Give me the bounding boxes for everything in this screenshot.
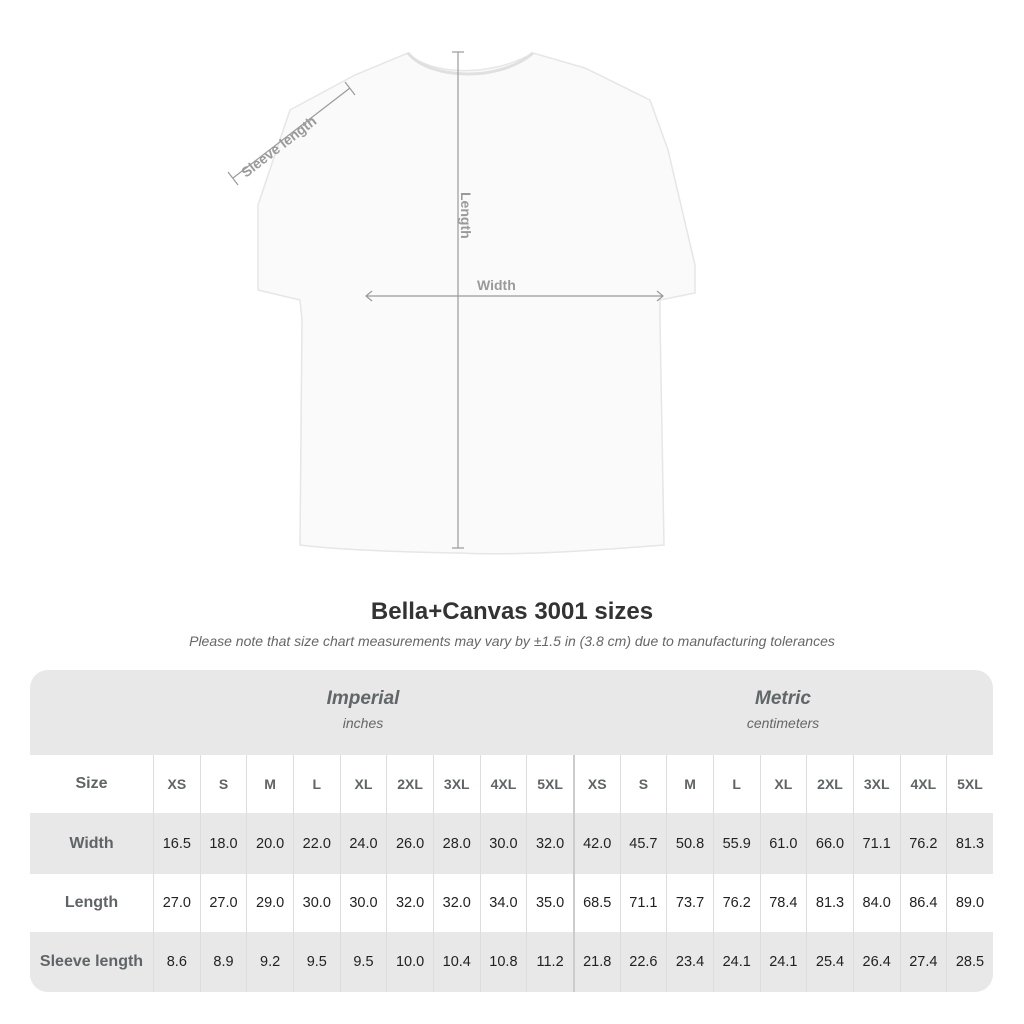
- imperial-label: Imperial: [326, 688, 400, 709]
- metric-size-3xl: 3XL: [852, 755, 900, 813]
- metric-value: 86.4: [899, 874, 947, 932]
- imperial-size-s: S: [199, 755, 247, 813]
- length-label: Length: [458, 192, 474, 239]
- imperial-value: 29.0: [246, 874, 293, 932]
- sleeve-length-line: [232, 87, 351, 179]
- metric-value: 45.7: [619, 813, 667, 874]
- imperial-unit: inches: [342, 715, 384, 731]
- collar: [406, 51, 534, 76]
- imperial-value: 32.0: [432, 874, 480, 932]
- metric-value: 76.2: [712, 874, 760, 932]
- chart-title: Bella+Canvas 3001 sizes: [370, 598, 654, 625]
- metric-size-4xl: 4XL: [899, 755, 947, 813]
- size-header-row: Size XS S M L XL 2XL 3XL 4XL 5XL XS S M L XL 2XL 3XL 4XL 5…: [30, 755, 993, 813]
- imperial-value: 9.2: [246, 932, 293, 992]
- imperial-size-2xl: 2XL: [386, 755, 433, 813]
- tolerance-note: Please note that size chart measurements…: [189, 633, 835, 649]
- imperial-size-4xl: 4XL: [479, 755, 527, 813]
- imperial-value: 26.0: [386, 813, 433, 874]
- metric-value: 66.0: [806, 813, 853, 874]
- imperial-value: 28.0: [432, 813, 480, 874]
- size-table: Imperial inches Metric centimeters Size X…: [30, 670, 993, 992]
- tshirt-diagram: Sleeve length Length Width: [227, 51, 696, 555]
- imperial-size-m: M: [246, 755, 293, 813]
- metric-label: Metric: [755, 688, 811, 709]
- imperial-value: 30.0: [479, 813, 527, 874]
- metric-value: 42.0: [572, 813, 620, 874]
- metric-value: 21.8: [572, 932, 620, 992]
- size-header: Size: [75, 775, 108, 792]
- imperial-value: 30.0: [292, 874, 340, 932]
- measure-lines: [227, 51, 664, 549]
- imperial-size-3xl: 3XL: [432, 755, 480, 813]
- metric-value: 71.1: [619, 874, 667, 932]
- metric-size-m: M: [666, 755, 713, 813]
- imperial-value: 16.5: [153, 813, 200, 874]
- imperial-value: 32.0: [386, 874, 433, 932]
- imperial-value: 10.4: [432, 932, 480, 992]
- metric-value: 24.1: [759, 932, 807, 992]
- imperial-value: 22.0: [292, 813, 340, 874]
- table-row: Width 16.5 18.0 20.0 22.0 24.0 26.0 28.0 30.0 32.…: [30, 813, 993, 874]
- metric-value: 76.2: [899, 813, 947, 874]
- imperial-value: 11.2: [526, 932, 573, 992]
- metric-value: 28.5: [946, 932, 993, 992]
- imperial-value: 10.8: [479, 932, 527, 992]
- metric-value: 55.9: [712, 813, 760, 874]
- metric-size-5xl: 5XL: [946, 755, 993, 813]
- imperial-size-l: L: [292, 755, 340, 813]
- metric-size-s: S: [619, 755, 667, 813]
- tshirt-illustration: [257, 52, 696, 555]
- imperial-value: 9.5: [292, 932, 340, 992]
- metric-value: 81.3: [806, 874, 853, 932]
- imperial-value: 9.5: [339, 932, 387, 992]
- metric-unit: centimeters: [746, 715, 820, 731]
- imperial-value: 27.0: [199, 874, 247, 932]
- metric-value: 50.8: [666, 813, 713, 874]
- metric-size-xs: XS: [572, 755, 620, 813]
- imperial-value: 18.0: [199, 813, 247, 874]
- metric-value: 84.0: [852, 874, 900, 932]
- imperial-value: 32.0: [526, 813, 573, 874]
- row-label: Length: [64, 894, 119, 911]
- imperial-value: 34.0: [479, 874, 527, 932]
- metric-value: 24.1: [712, 932, 760, 992]
- imperial-value: 20.0: [246, 813, 293, 874]
- metric-value: 71.1: [852, 813, 900, 874]
- metric-value: 27.4: [899, 932, 947, 992]
- table-row: Sleeve length 8.6 8.9 9.2 9.5 9.5 10.0 10.4 10.8…: [30, 932, 993, 992]
- metric-header: Metric centimeters: [573, 670, 993, 755]
- row-label: Sleeve length: [39, 953, 144, 970]
- metric-size-2xl: 2XL: [806, 755, 853, 813]
- metric-value: 22.6: [619, 932, 667, 992]
- metric-value: 81.3: [946, 813, 993, 874]
- metric-value: 68.5: [572, 874, 620, 932]
- imperial-header: Imperial inches: [153, 670, 573, 755]
- metric-value: 26.4: [852, 932, 900, 992]
- metric-size-l: L: [712, 755, 760, 813]
- imperial-size-xs: XS: [153, 755, 200, 813]
- metric-size-xl: XL: [759, 755, 807, 813]
- metric-value: 25.4: [806, 932, 853, 992]
- metric-value: 78.4: [759, 874, 807, 932]
- table-row: Length 27.0 27.0 29.0 30.0 30.0 32.0 32.0 34.0 35…: [30, 874, 993, 932]
- metric-value: 73.7: [666, 874, 713, 932]
- imperial-value: 8.6: [153, 932, 200, 992]
- imperial-size-5xl: 5XL: [526, 755, 573, 813]
- row-label: Width: [69, 834, 114, 852]
- width-label: Width: [477, 277, 516, 293]
- metric-value: 61.0: [759, 813, 807, 874]
- metric-value: 89.0: [946, 874, 993, 932]
- imperial-value: 35.0: [526, 874, 573, 932]
- imperial-value: 27.0: [153, 874, 200, 932]
- imperial-size-xl: XL: [339, 755, 387, 813]
- imperial-value: 10.0: [386, 932, 433, 992]
- imperial-value: 30.0: [339, 874, 387, 932]
- metric-value: 23.4: [666, 932, 713, 992]
- imperial-value: 24.0: [339, 813, 387, 874]
- imperial-value: 8.9: [199, 932, 247, 992]
